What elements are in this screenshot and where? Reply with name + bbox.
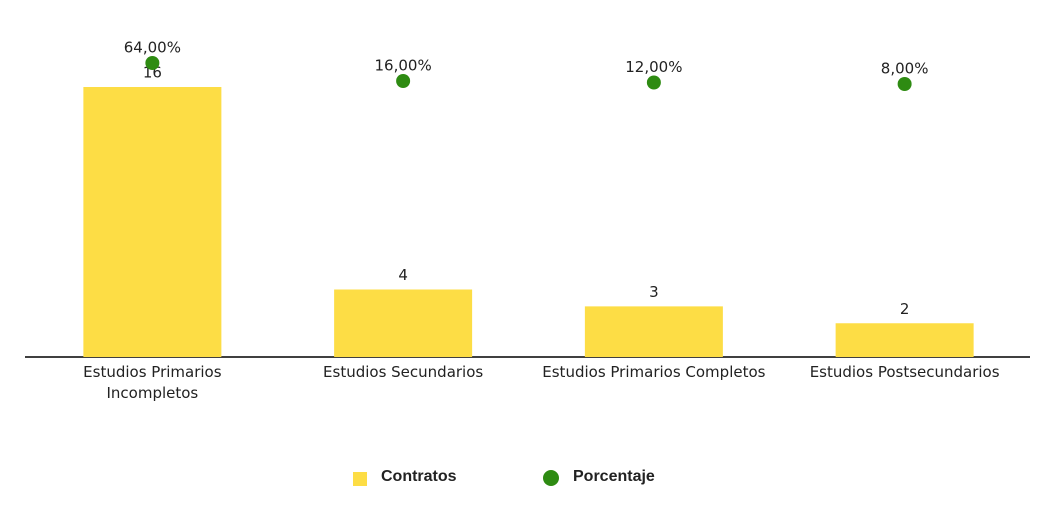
x-tick-label: Estudios Secundarios [323, 363, 484, 381]
bar-value-label: 2 [900, 300, 910, 318]
legend-swatch [543, 470, 559, 486]
bar [334, 289, 473, 357]
legend-swatch [353, 472, 367, 486]
x-tick-label: Estudios Primarios Completos [542, 363, 766, 381]
dot-value-label: 12,00% [625, 58, 682, 76]
dot-value-label: 8,00% [881, 60, 929, 78]
x-tick-label: Estudios Postsecundarios [809, 363, 1000, 381]
bar [835, 323, 974, 357]
dot-value-label: 16,00% [375, 57, 432, 75]
bar [584, 306, 723, 357]
bar [83, 87, 222, 357]
legend-label: Porcentaje [573, 468, 655, 485]
dot [396, 74, 411, 88]
legend-label: Contratos [381, 468, 457, 485]
dot [145, 56, 160, 70]
bar-value-label: 3 [649, 283, 659, 301]
dot [646, 75, 661, 90]
dot-value-label: 64,00% [124, 39, 181, 57]
x-tick-label: Estudios Primarios Incompletos [83, 363, 222, 402]
bar-value-label: 4 [398, 266, 408, 284]
dot [897, 77, 912, 91]
